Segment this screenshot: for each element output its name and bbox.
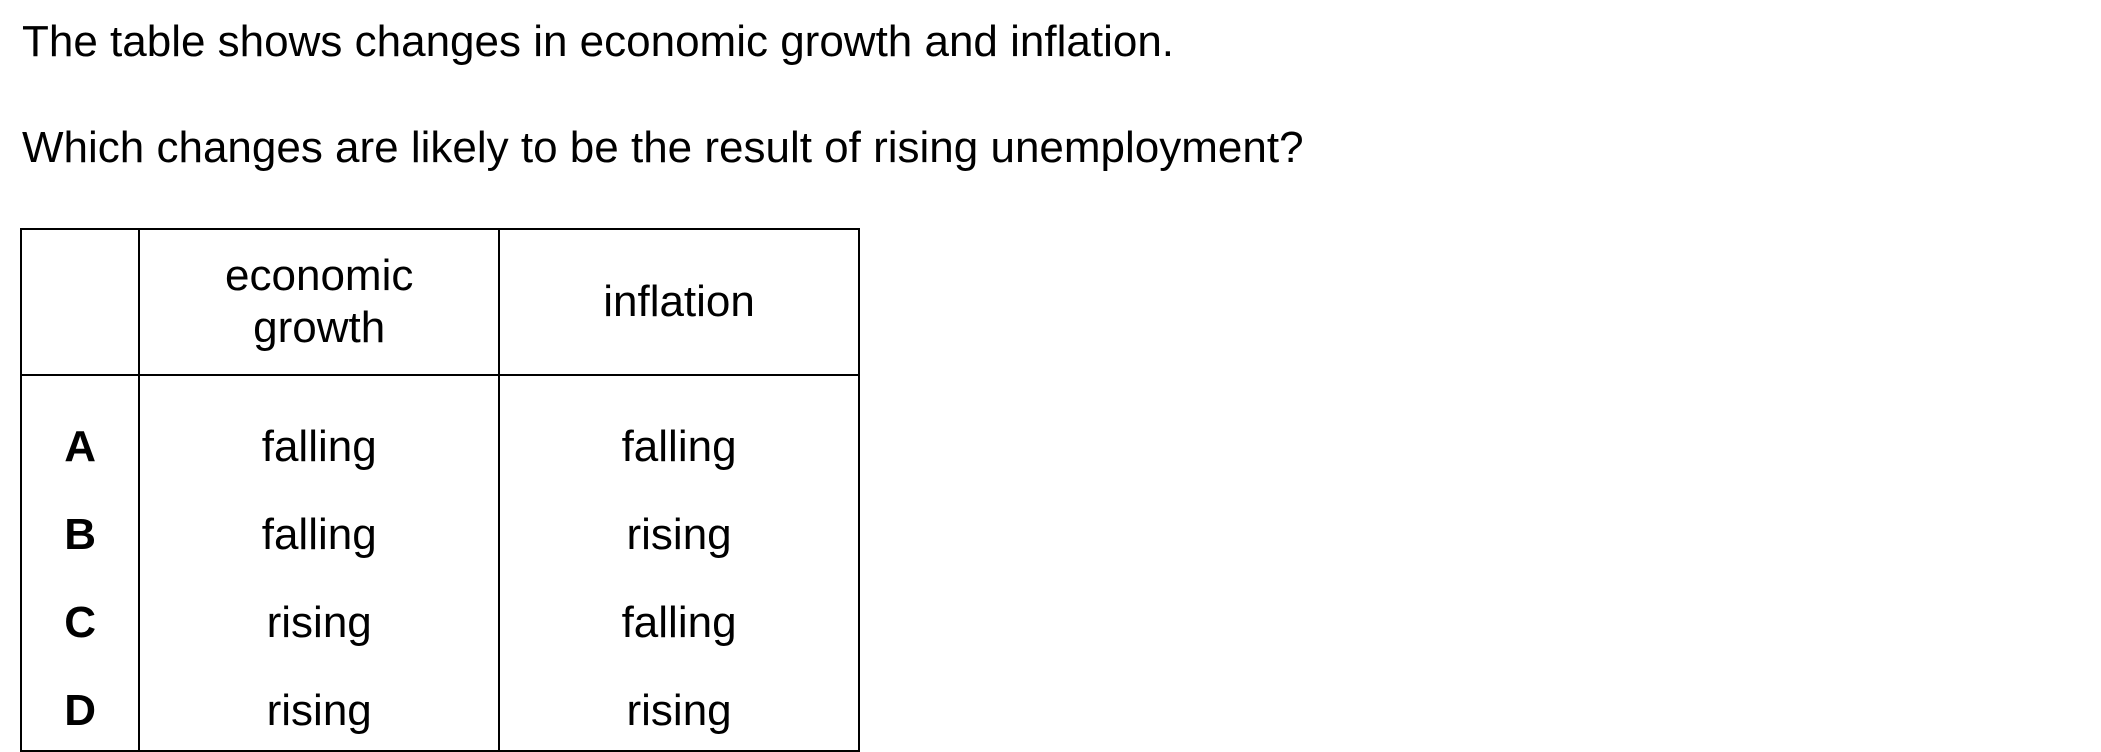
options-table: economic growth inflation A falling fall…	[20, 228, 860, 752]
header-economic-growth: economic growth	[138, 229, 500, 376]
inflation-cell: falling	[498, 375, 859, 487]
table-row: D rising rising	[21, 663, 859, 751]
header-option-blank	[21, 229, 140, 376]
table-row: C rising falling	[21, 575, 859, 663]
option-letter: C	[64, 598, 97, 647]
question-intro: The table shows changes in economic grow…	[22, 17, 1175, 66]
option-letter: A	[64, 421, 97, 471]
economic-growth-cell: rising	[138, 575, 500, 663]
inflation-cell: falling	[498, 575, 859, 663]
inflation-cell: rising	[498, 487, 859, 575]
economic-growth-cell: falling	[138, 375, 500, 487]
table-header-row: economic growth inflation	[21, 229, 859, 376]
question-prompt: Which changes are likely to be the resul…	[22, 123, 1304, 172]
table-row: A falling falling	[21, 375, 859, 487]
table-row: B falling rising	[21, 487, 859, 575]
option-letter: B	[64, 510, 97, 559]
inflation-cell: rising	[498, 663, 859, 751]
option-letter: D	[64, 685, 97, 735]
header-inflation: inflation	[498, 229, 859, 376]
economic-growth-cell: rising	[138, 663, 500, 751]
economic-growth-cell: falling	[138, 487, 500, 575]
